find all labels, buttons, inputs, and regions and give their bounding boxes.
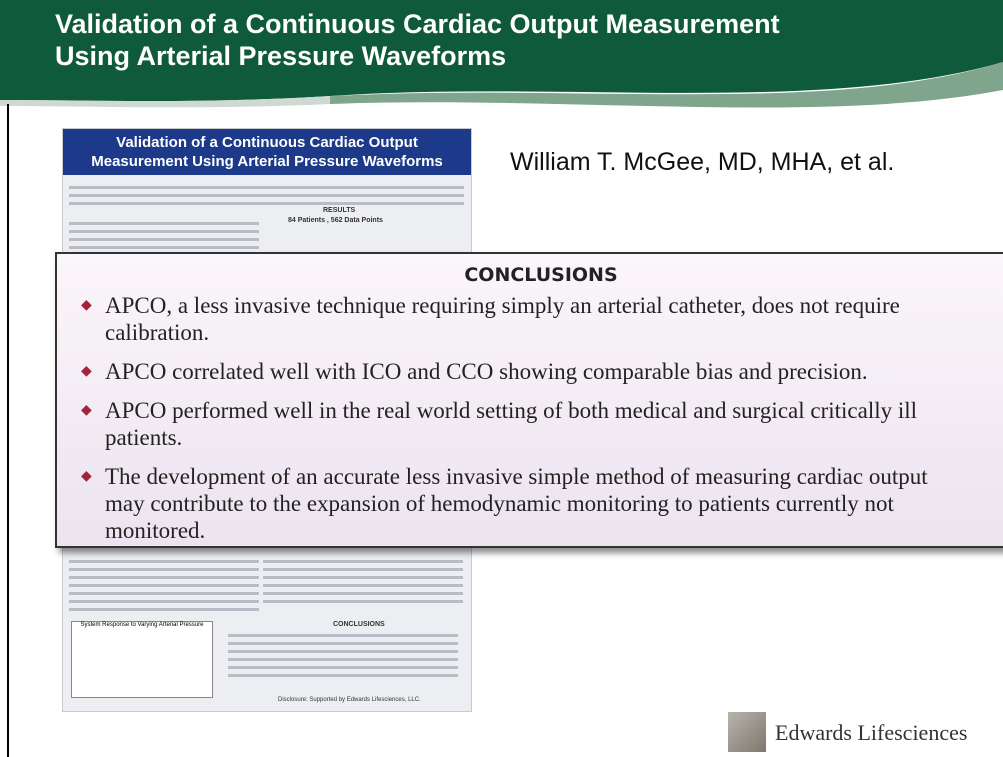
logo-text: Edwards Lifesciences <box>775 720 967 746</box>
logo-icon <box>728 712 766 752</box>
poster-results-heading: RESULTS <box>323 207 355 214</box>
conclusions-heading: CONCLUSIONS <box>81 264 1001 286</box>
slide-title: Validation of a Continuous Cardiac Outpu… <box>55 8 780 72</box>
poster-text <box>69 181 464 210</box>
conclusion-item: APCO, a less invasive technique requirin… <box>81 292 951 346</box>
poster-text <box>69 555 259 616</box>
poster-title-line: Validation of a Continuous Cardiac Outpu… <box>63 133 471 152</box>
poster-text <box>228 629 458 682</box>
poster-disclosure: Disclosure: Supported by Edwards Lifesci… <box>278 697 421 703</box>
conclusion-item: APCO correlated well with ICO and CCO sh… <box>81 358 951 385</box>
poster-figure-caption: System Response to Varying Arterial Pres… <box>81 622 204 628</box>
poster-results-subtitle: 84 Patients , 562 Data Points <box>288 217 383 224</box>
title-line: Validation of a Continuous Cardiac Outpu… <box>55 8 780 40</box>
poster-figure: System Response to Varying Arterial Pres… <box>71 621 213 698</box>
conclusions-box: CONCLUSIONS APCO, a less invasive techni… <box>55 252 1003 548</box>
poster-header: Validation of a Continuous Cardiac Outpu… <box>63 129 471 175</box>
poster-title-line: Measurement Using Arterial Pressure Wave… <box>63 152 471 171</box>
conclusions-list: APCO, a less invasive technique requirin… <box>81 292 951 544</box>
author: William T. McGee, MD, MHA, et al. <box>510 148 894 177</box>
conclusion-item: The development of an accurate less inva… <box>81 463 951 544</box>
poster-text <box>263 555 463 608</box>
poster-conclusions-heading: CONCLUSIONS <box>333 621 385 628</box>
conclusion-item: APCO performed well in the real world se… <box>81 397 951 451</box>
slide: Validation of a Continuous Cardiac Outpu… <box>0 0 1003 757</box>
title-line: Using Arterial Pressure Waveforms <box>55 40 780 72</box>
